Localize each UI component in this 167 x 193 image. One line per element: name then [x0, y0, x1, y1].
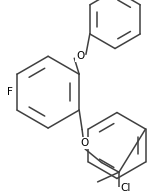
Text: O: O: [76, 51, 84, 61]
Text: O: O: [80, 138, 88, 148]
Text: Cl: Cl: [121, 183, 131, 193]
Text: F: F: [7, 87, 13, 97]
